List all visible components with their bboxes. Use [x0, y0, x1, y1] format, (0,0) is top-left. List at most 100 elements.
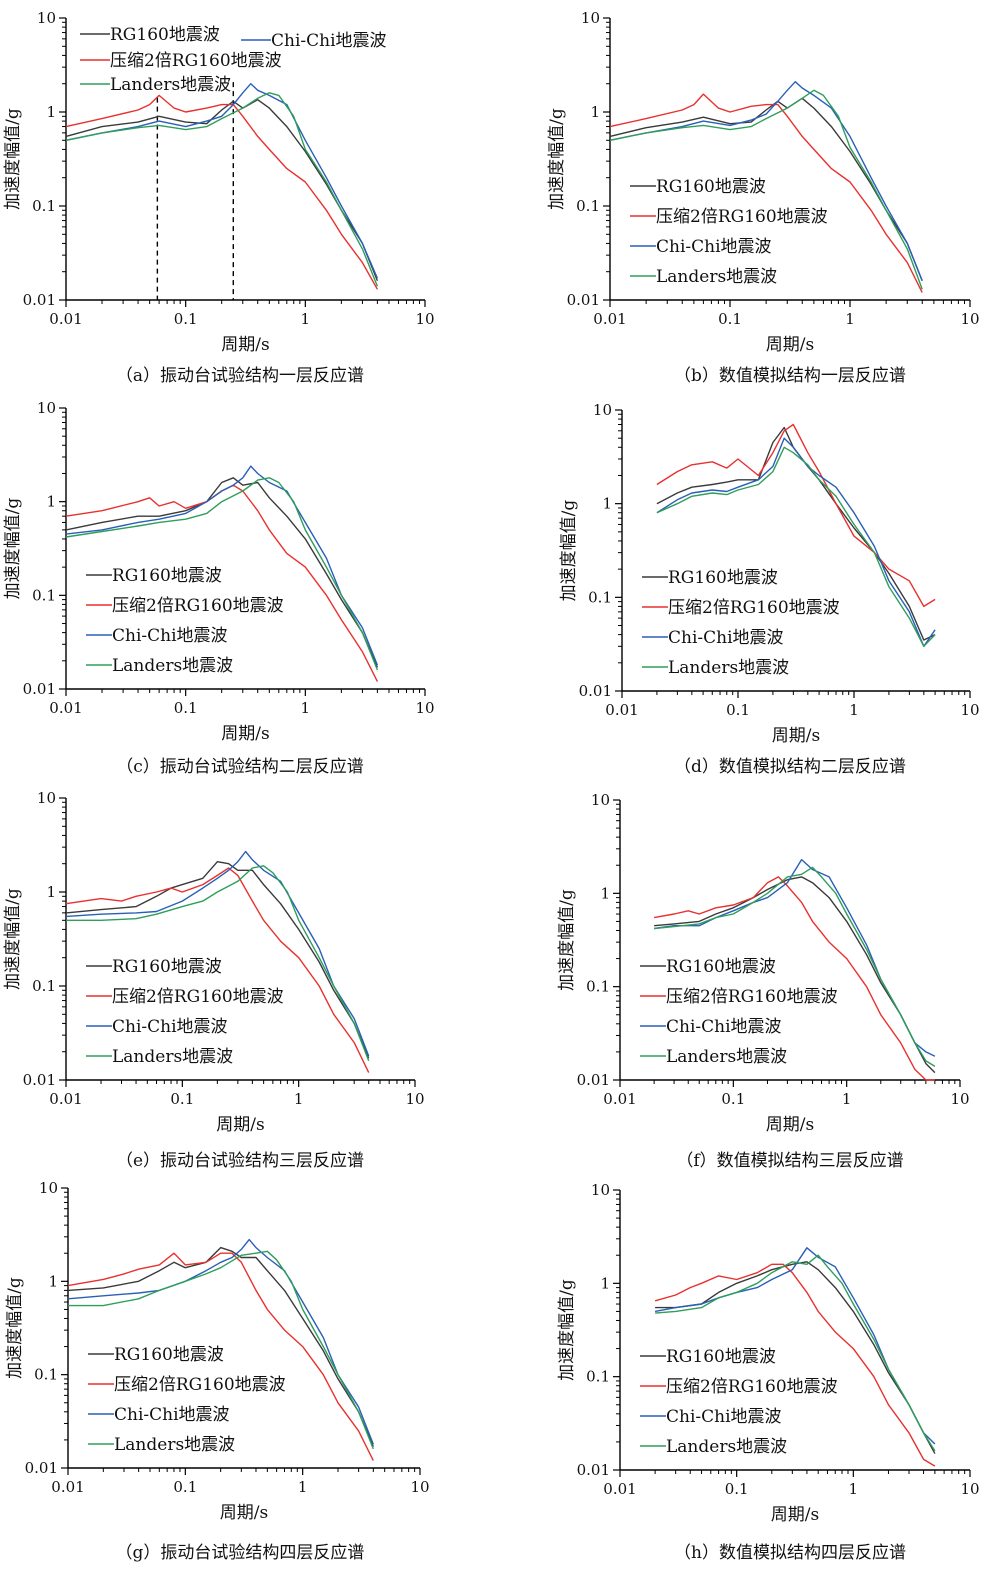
chart-panel-d: 0.01 0.1 1 10 0.01 0.1 1 10 周期/s 加速度幅值/g RG160地震波压…: [559, 401, 980, 777]
legend-label: Landers地震波: [668, 658, 789, 678]
y-tick-label: 0.01: [577, 1461, 610, 1479]
y-axis-label: 加速度幅值/g: [5, 1277, 25, 1379]
series-line: [67, 1238, 374, 1445]
legend-label: Landers地震波: [666, 1047, 787, 1067]
y-tick-label: 10: [591, 1181, 610, 1199]
legend-label: 压缩2倍RG160地震波: [112, 987, 284, 1007]
legend-label: Chi-Chi地震波: [666, 1407, 782, 1427]
legend-label: Landers地震波: [666, 1437, 787, 1457]
y-tick-label: 0.01: [23, 1071, 56, 1089]
panel-caption: （c）振动台试验结构二层反应谱: [116, 757, 364, 777]
x-tick-label: 1: [294, 1090, 304, 1108]
legend-label: RG160地震波: [668, 568, 778, 588]
x-tick-label: 0.01: [49, 1090, 82, 1108]
x-tick-label: 0.1: [726, 701, 750, 719]
x-tick-label: 1: [301, 310, 311, 328]
series-line: [656, 423, 936, 608]
x-axis-label: 周期/s: [221, 335, 269, 355]
x-tick-label: 0.01: [603, 1480, 636, 1498]
legend-label: 压缩2倍RG160地震波: [666, 987, 838, 1007]
panel-caption: （a）振动台试验结构一层反应谱: [116, 366, 364, 386]
y-axis-label: 加速度幅值/g: [3, 108, 23, 210]
x-tick-label: 0.01: [603, 1090, 636, 1108]
y-tick-label: 0.1: [34, 1366, 58, 1384]
legend-label: 压缩2倍RG160地震波: [656, 207, 828, 227]
y-tick-label: 10: [37, 399, 56, 417]
y-tick-label: 0.1: [586, 978, 610, 996]
y-tick-label: 0.01: [577, 1071, 610, 1089]
chart-panel-b: 0.01 0.1 1 10 0.01 0.1 1 10 周期/s 加速度幅值/g RG160地震波压…: [547, 9, 980, 386]
x-axis-label: 周期/s: [221, 724, 269, 744]
y-axis-label: 加速度幅值/g: [3, 498, 23, 600]
series-line: [65, 867, 370, 1073]
series-line: [654, 1263, 936, 1467]
y-tick-label: 0.1: [32, 197, 56, 215]
panel-caption: （d）数值模拟结构二层反应谱: [674, 757, 906, 777]
legend-label: RG160地震波: [656, 177, 766, 197]
series-line: [66, 865, 370, 1062]
series-line: [653, 876, 935, 1081]
x-tick-label: 10: [960, 1480, 979, 1498]
legend-label: 压缩2倍RG160地震波: [110, 51, 282, 71]
series-line: [65, 465, 379, 666]
series-line: [65, 861, 370, 1059]
x-tick-label: 10: [960, 310, 979, 328]
x-axis-label: 周期/s: [220, 1503, 268, 1523]
series-line: [656, 437, 936, 647]
legend-label: 压缩2倍RG160地震波: [666, 1377, 838, 1397]
y-tick-label: 0.1: [586, 1368, 610, 1386]
x-tick-label: 0.1: [721, 1090, 745, 1108]
series-line: [65, 477, 379, 671]
series-line: [609, 80, 923, 282]
x-tick-label: 10: [950, 1090, 969, 1108]
series-line: [609, 89, 923, 290]
y-tick-label: 1: [46, 493, 56, 511]
x-tick-label: 10: [415, 310, 434, 328]
y-tick-label: 1: [600, 884, 610, 902]
series-line: [65, 92, 379, 287]
legend-label: Chi-Chi地震波: [112, 1017, 228, 1037]
x-axis-label: 周期/s: [216, 1115, 264, 1135]
y-tick-label: 0.1: [588, 588, 612, 606]
series-line: [65, 477, 379, 668]
chart-panel-h: 0.01 0.1 1 10 0.01 0.1 1 10 周期/s 加速度幅值/g RG160地震波压…: [557, 1181, 980, 1563]
x-tick-label: 10: [410, 1478, 429, 1496]
legend-label: Chi-Chi地震波: [114, 1405, 230, 1425]
y-axis-label: 加速度幅值/g: [557, 889, 577, 991]
legend-label: RG160地震波: [114, 1345, 224, 1365]
series-line: [68, 1250, 374, 1450]
y-tick-label: 0.01: [23, 291, 56, 309]
series-line: [609, 93, 923, 293]
chart-panel-f: 0.01 0.1 1 10 0.01 0.1 1 10 周期/s 加速度幅值/g RG160地震波压…: [557, 791, 970, 1171]
x-tick-label: 1: [849, 1480, 859, 1498]
legend-label: RG160地震波: [110, 25, 220, 45]
legend-label: Chi-Chi地震波: [668, 628, 784, 648]
legend-label: 压缩2倍RG160地震波: [114, 1375, 286, 1395]
x-tick-label: 10: [960, 701, 979, 719]
x-tick-label: 1: [849, 701, 859, 719]
x-axis-label: 周期/s: [766, 1115, 814, 1135]
x-axis-label: 周期/s: [772, 726, 820, 746]
x-tick-label: 1: [845, 310, 855, 328]
series-line: [65, 850, 370, 1057]
y-tick-label: 1: [590, 103, 600, 121]
y-tick-label: 1: [600, 1274, 610, 1292]
legend-label: Landers地震波: [656, 267, 777, 287]
panel-caption: （h）数值模拟结构四层反应谱: [674, 1543, 906, 1563]
x-tick-label: 0.01: [605, 701, 638, 719]
y-axis-label: 加速度幅值/g: [547, 108, 567, 210]
series-line: [654, 866, 936, 1067]
x-tick-label: 1: [301, 699, 311, 717]
x-tick-label: 0.01: [593, 310, 626, 328]
series-line: [656, 446, 936, 647]
panel-caption: （e）振动台试验结构三层反应谱: [116, 1151, 364, 1171]
legend-label: 压缩2倍RG160地震波: [668, 598, 840, 618]
legend-label: RG160地震波: [666, 1347, 776, 1367]
x-tick-label: 0.1: [174, 310, 198, 328]
legend-label: Landers地震波: [114, 1435, 235, 1455]
legend-label: RG160地震波: [112, 566, 222, 586]
y-tick-label: 0.1: [32, 977, 56, 995]
panel-caption: （b）数值模拟结构一层反应谱: [674, 366, 906, 386]
y-tick-label: 10: [581, 9, 600, 27]
